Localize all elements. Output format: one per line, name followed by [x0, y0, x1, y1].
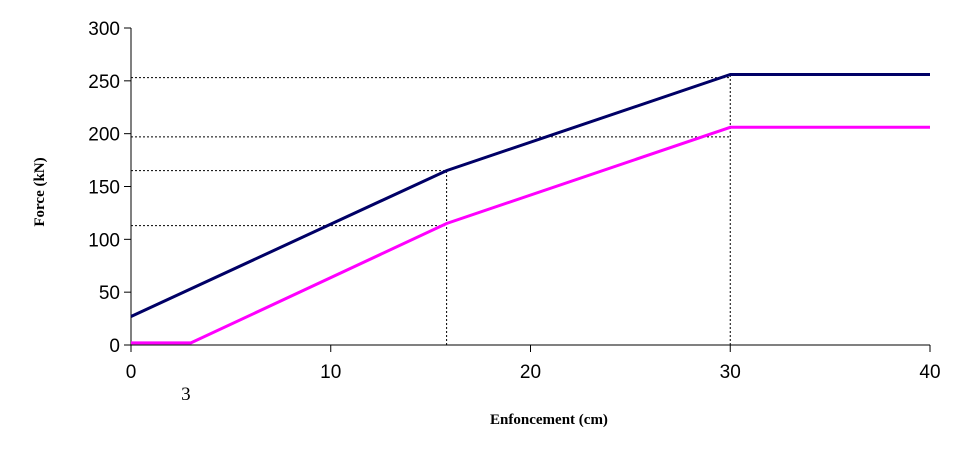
annotations: 3: [181, 384, 191, 405]
reference-lines: [131, 74, 731, 345]
x-tick-label: 10: [320, 362, 341, 383]
ticks: 0 50 100 150 200 250 300 0 10 20 30 40: [88, 19, 940, 383]
y-tick-label: 300: [88, 19, 120, 40]
series-line-1: [130, 73, 930, 318]
annotation-label: 3: [181, 384, 191, 405]
y-tick-label: 0: [109, 336, 120, 357]
series: [130, 73, 930, 345]
y-tick-label: 50: [99, 283, 120, 304]
series-line-2: [131, 125, 930, 345]
y-tick-label: 100: [88, 230, 120, 251]
x-tick-label: 40: [919, 362, 940, 383]
y-tick-label: 250: [88, 72, 120, 93]
y-axis-title: Force (kN): [32, 157, 48, 226]
y-tick-label: 150: [88, 178, 120, 199]
x-tick-label: 0: [126, 362, 137, 383]
x-tick-label: 20: [520, 362, 541, 383]
x-tick-label: 30: [720, 362, 741, 383]
x-axis-title: Enfoncement (cm): [490, 412, 608, 428]
y-tick-label: 200: [88, 125, 120, 146]
